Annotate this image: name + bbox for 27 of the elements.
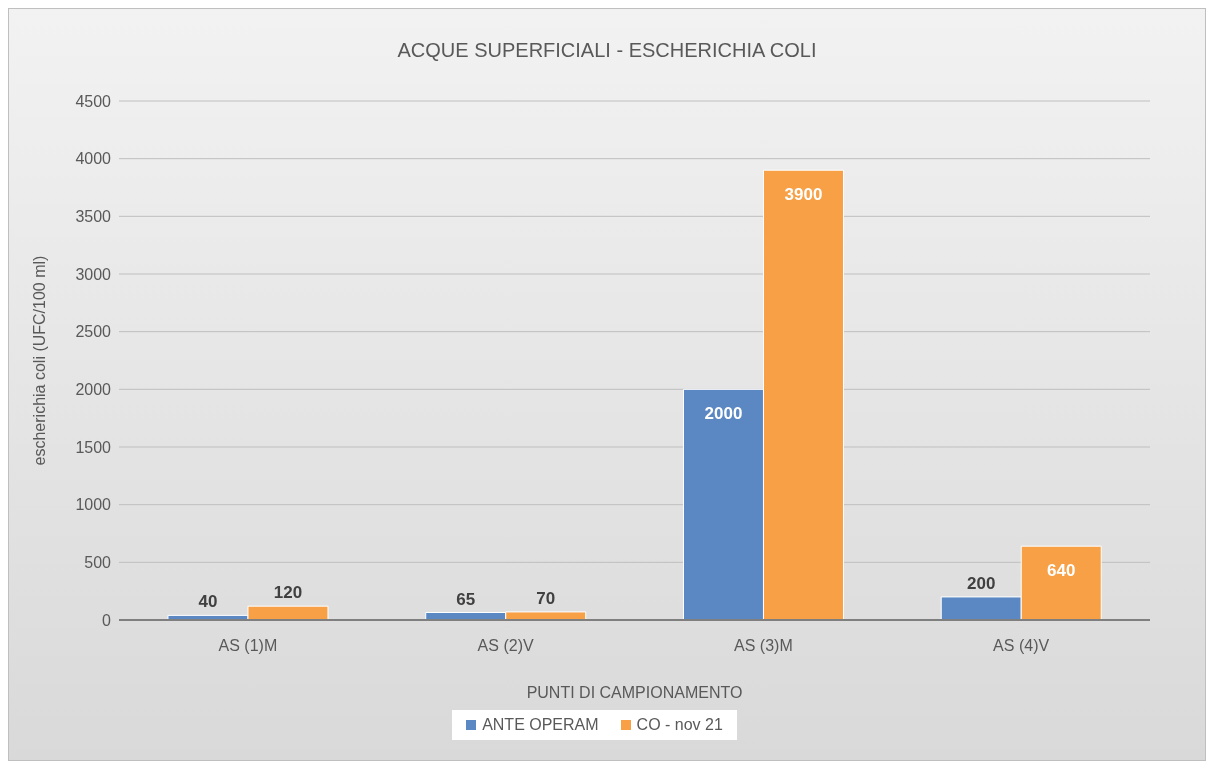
x-tick-label: AS (3)M	[734, 637, 793, 655]
data-label: 2000	[704, 404, 743, 424]
x-tick-label: AS (4)V	[993, 637, 1050, 655]
y-tick-label: 3500	[75, 208, 112, 226]
data-label: 40	[198, 592, 218, 612]
data-label: 65	[456, 589, 476, 609]
y-tick-label: 2000	[75, 381, 112, 399]
y-tick-label: 500	[84, 554, 112, 572]
text: CO - nov 21	[635, 716, 723, 734]
y-tick-label: 4000	[75, 150, 112, 168]
y-tick-label: 1000	[75, 496, 112, 514]
y-tick-label: 2500	[75, 323, 112, 341]
y-axis-title: escherichia coli (UFC/100 ml)	[30, 255, 48, 466]
x-tick-label: AS (1)M	[218, 637, 278, 655]
data-label: 640	[1047, 561, 1076, 581]
y-tick-label: 1500	[75, 438, 112, 456]
data-label: 120	[273, 583, 303, 603]
x-tick-label: AS (2)V	[477, 637, 534, 655]
legend-label: ANTE OPERAM	[481, 716, 599, 734]
data-label: 200	[967, 573, 996, 593]
y-tick-label: 0	[102, 611, 112, 629]
data-label: 70	[536, 588, 556, 608]
y-tick-label: 3000	[75, 265, 112, 283]
data-label: 3900	[784, 185, 823, 205]
y-tick-label: 4500	[75, 92, 112, 110]
x-axis-title: PUNTI DI CAMPIONAMENTO	[526, 684, 743, 701]
chart-title: ACQUE SUPERFICIALI - ESCHERICHIA COLI	[396, 39, 818, 62]
